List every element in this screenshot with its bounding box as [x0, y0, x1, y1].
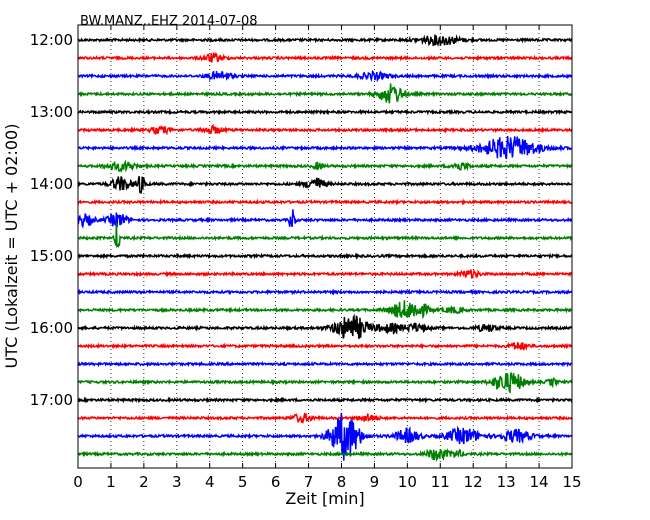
- seismic-trace: [77, 396, 573, 404]
- seismic-trace: [77, 124, 573, 136]
- plot-frame: [77, 24, 573, 469]
- seismic-trace: [77, 135, 572, 160]
- trace-layer: [77, 34, 573, 462]
- x-tick-label: 4: [205, 473, 215, 491]
- seismic-trace: [77, 198, 572, 206]
- seismic-trace: [77, 372, 573, 395]
- x-tick-label: 7: [304, 473, 314, 491]
- x-tick-label: 8: [337, 473, 347, 491]
- x-tick-label: 13: [497, 473, 516, 491]
- x-tick-label: 1: [106, 473, 116, 491]
- tick-layer: 0 1 2 3 4 5 6 7 8 9 10 11 12 13 14 1512:0013:0014:0015:…: [30, 25, 582, 491]
- x-tick-label: 14: [530, 473, 549, 491]
- seismic-trace: [77, 342, 573, 352]
- seismic-trace: [77, 175, 572, 194]
- y-tick-label: 12:00: [30, 31, 73, 49]
- seismic-trace: [77, 360, 572, 368]
- x-tick-label: 2: [139, 473, 149, 491]
- x-tick-label: 5: [238, 473, 248, 491]
- x-tick-label: 9: [370, 473, 380, 491]
- x-axis-title: Zeit [min]: [285, 489, 364, 508]
- x-tick-label: 11: [431, 473, 450, 491]
- seismic-trace: [77, 412, 573, 425]
- y-tick-label: 14:00: [30, 175, 73, 193]
- seismic-trace: [77, 222, 572, 248]
- seismic-trace: [77, 268, 573, 279]
- seismic-trace: [77, 288, 573, 296]
- seismic-trace: [77, 412, 573, 461]
- seismic-trace: [77, 252, 573, 260]
- chart-title: BW.MANZ..EHZ 2014-07-08: [80, 14, 258, 29]
- seismic-trace: [77, 69, 573, 83]
- x-tick-label: 10: [398, 473, 417, 491]
- x-tick-label: 6: [271, 473, 281, 491]
- y-axis-title: UTC (Lokalzeit = UTC + 02:00): [2, 124, 21, 369]
- seismic-trace: [77, 108, 573, 116]
- seismic-trace: [77, 83, 573, 104]
- seismic-trace: [77, 51, 573, 63]
- seismic-trace: [77, 34, 573, 47]
- x-tick-label: 0: [73, 473, 83, 491]
- seismic-trace: [77, 313, 573, 339]
- seismic-trace: [77, 209, 573, 229]
- x-tick-label: 15: [562, 473, 581, 491]
- seismic-trace: [77, 447, 572, 462]
- y-tick-label: 16:00: [30, 319, 73, 337]
- y-tick-label: 17:00: [30, 391, 73, 409]
- y-tick-label: 13:00: [30, 103, 73, 121]
- x-tick-label: 12: [464, 473, 483, 491]
- y-tick-label: 15:00: [30, 247, 73, 265]
- seismic-trace: [77, 159, 573, 173]
- seismic-trace: [77, 300, 573, 320]
- x-tick-label: 3: [172, 473, 182, 491]
